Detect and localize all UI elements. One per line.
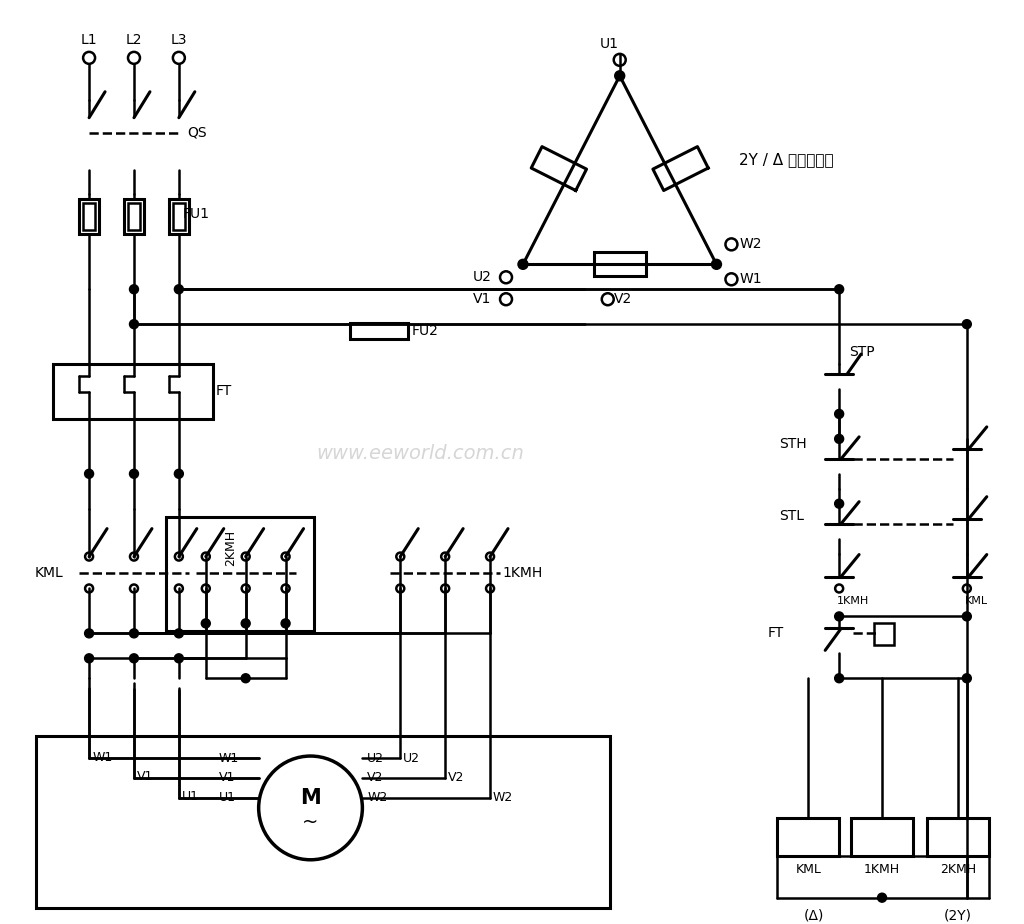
Text: FT: FT: [767, 626, 783, 640]
Text: www.eeworld.com.cn: www.eeworld.com.cn: [316, 444, 524, 463]
Circle shape: [174, 629, 183, 638]
Text: KML: KML: [796, 863, 821, 876]
Text: 1KMH: 1KMH: [838, 597, 869, 606]
Circle shape: [85, 629, 93, 638]
Text: W1: W1: [219, 751, 239, 764]
Text: U2: U2: [403, 751, 420, 764]
Text: FT: FT: [216, 384, 232, 398]
Text: L3: L3: [171, 33, 187, 47]
Text: STL: STL: [779, 509, 804, 523]
Text: W2: W2: [368, 792, 388, 805]
Circle shape: [202, 619, 210, 628]
Text: 1KMH: 1KMH: [502, 565, 543, 579]
Text: (Δ): (Δ): [804, 908, 824, 923]
Text: L2: L2: [126, 33, 142, 47]
Circle shape: [835, 285, 844, 294]
Bar: [124, 200, 144, 235]
Circle shape: [129, 469, 138, 479]
Bar: [927, 818, 989, 856]
Text: STP: STP: [849, 345, 874, 359]
Text: U1: U1: [219, 792, 236, 805]
Text: (2Y): (2Y): [944, 908, 972, 923]
Text: KML: KML: [34, 565, 63, 579]
Circle shape: [835, 674, 844, 683]
Text: V1: V1: [219, 772, 236, 784]
Text: 2Y / Δ 绕组接线图: 2Y / Δ 绕组接线图: [739, 152, 834, 167]
Text: STH: STH: [779, 437, 807, 451]
Text: V2: V2: [613, 292, 632, 306]
Circle shape: [174, 654, 183, 663]
Text: 2KMH: 2KMH: [224, 529, 238, 565]
Text: U1: U1: [600, 37, 620, 51]
Circle shape: [129, 285, 138, 294]
Circle shape: [835, 409, 844, 419]
Circle shape: [518, 260, 528, 269]
Circle shape: [614, 71, 625, 80]
Text: FU2: FU2: [412, 324, 438, 338]
Text: FU1: FU1: [183, 208, 210, 222]
Circle shape: [963, 320, 972, 329]
Circle shape: [242, 619, 250, 628]
Circle shape: [129, 320, 138, 329]
Text: W1: W1: [739, 273, 762, 286]
Text: W2: W2: [493, 792, 513, 805]
Text: ~: ~: [302, 812, 318, 832]
Text: V1: V1: [137, 771, 154, 784]
Bar: [36, 736, 609, 907]
Circle shape: [835, 434, 844, 444]
Text: 1KMH: 1KMH: [864, 863, 900, 876]
Text: U2: U2: [473, 271, 492, 285]
Text: V1: V1: [473, 292, 492, 306]
Circle shape: [129, 654, 138, 663]
Text: L1: L1: [81, 33, 97, 47]
Circle shape: [174, 469, 183, 479]
Circle shape: [963, 612, 972, 621]
Bar: [169, 200, 188, 235]
Circle shape: [878, 894, 887, 902]
Bar: [874, 624, 894, 645]
Text: 2KMH: 2KMH: [940, 863, 976, 876]
Circle shape: [242, 674, 250, 683]
Text: KML: KML: [965, 597, 988, 606]
Circle shape: [963, 674, 972, 683]
Circle shape: [835, 612, 844, 621]
Bar: [851, 818, 913, 856]
Text: U2: U2: [368, 751, 384, 764]
Circle shape: [712, 260, 722, 269]
Text: V2: V2: [449, 772, 465, 784]
Bar: [79, 200, 99, 235]
Text: V2: V2: [368, 772, 384, 784]
Text: W2: W2: [739, 237, 762, 251]
Bar: [173, 203, 185, 230]
Bar: [53, 364, 213, 419]
Bar: [594, 252, 646, 276]
Bar: [350, 323, 409, 339]
Text: QS: QS: [186, 126, 207, 140]
Text: W1: W1: [92, 750, 113, 763]
Bar: [777, 818, 839, 856]
Bar: [83, 203, 95, 230]
Circle shape: [85, 654, 93, 663]
Circle shape: [835, 499, 844, 508]
Text: M: M: [300, 788, 321, 808]
Circle shape: [282, 619, 290, 628]
Circle shape: [85, 469, 93, 479]
Text: U1: U1: [182, 790, 199, 804]
Bar: [166, 517, 313, 631]
Circle shape: [174, 285, 183, 294]
Bar: [128, 203, 140, 230]
Circle shape: [129, 629, 138, 638]
